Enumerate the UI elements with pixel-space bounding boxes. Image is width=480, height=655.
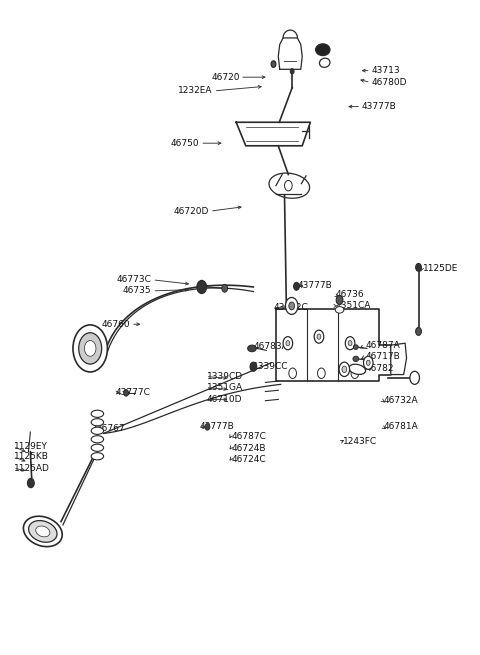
Text: 46750: 46750 <box>171 139 199 147</box>
Text: 46717B: 46717B <box>365 352 400 362</box>
Text: 46735: 46735 <box>123 286 152 295</box>
Ellipse shape <box>91 444 104 451</box>
Polygon shape <box>276 309 391 381</box>
Text: 43777B: 43777B <box>362 102 397 111</box>
Ellipse shape <box>29 521 57 542</box>
Ellipse shape <box>91 419 104 426</box>
Polygon shape <box>236 122 311 146</box>
Ellipse shape <box>353 356 359 362</box>
Ellipse shape <box>36 526 50 537</box>
Circle shape <box>318 368 325 379</box>
Text: 46783A: 46783A <box>253 342 288 351</box>
Text: 46773C: 46773C <box>117 275 152 284</box>
Circle shape <box>197 280 206 293</box>
Text: 43777C: 43777C <box>116 388 150 398</box>
Circle shape <box>84 341 96 356</box>
Circle shape <box>363 356 373 369</box>
Circle shape <box>289 302 295 310</box>
Text: 1243FC: 1243FC <box>343 437 377 446</box>
Circle shape <box>410 371 420 384</box>
Circle shape <box>416 263 421 271</box>
Text: 46760: 46760 <box>101 320 130 329</box>
Circle shape <box>285 180 292 191</box>
Text: 43777B: 43777B <box>298 280 332 290</box>
Ellipse shape <box>353 345 358 349</box>
Text: 1339CC: 1339CC <box>253 362 289 371</box>
Circle shape <box>286 341 290 346</box>
Circle shape <box>222 284 228 292</box>
Text: 46782: 46782 <box>365 364 394 373</box>
Text: 46736: 46736 <box>336 290 364 299</box>
Text: 46787C: 46787C <box>231 432 266 441</box>
Circle shape <box>348 341 352 346</box>
Text: 1125AD: 1125AD <box>14 464 50 472</box>
Circle shape <box>345 337 355 350</box>
Text: 1339CD: 1339CD <box>206 372 242 381</box>
Text: 1351GA: 1351GA <box>206 383 242 392</box>
Circle shape <box>79 333 102 364</box>
Circle shape <box>336 295 343 305</box>
Text: 1125DE: 1125DE <box>423 264 458 273</box>
Circle shape <box>342 366 347 373</box>
Ellipse shape <box>91 453 104 460</box>
Polygon shape <box>391 343 407 375</box>
Ellipse shape <box>91 427 104 434</box>
Text: 43732C: 43732C <box>274 303 308 312</box>
Ellipse shape <box>335 307 344 313</box>
Ellipse shape <box>24 516 62 547</box>
Polygon shape <box>278 38 302 69</box>
Text: 46732A: 46732A <box>384 396 418 405</box>
Text: 46767: 46767 <box>96 424 125 434</box>
Text: 1351CA: 1351CA <box>336 301 371 310</box>
Text: 43777B: 43777B <box>199 422 234 432</box>
Circle shape <box>250 362 257 371</box>
Circle shape <box>286 297 298 314</box>
Ellipse shape <box>316 44 330 56</box>
Circle shape <box>314 330 324 343</box>
Circle shape <box>416 328 421 335</box>
Circle shape <box>289 368 297 379</box>
Text: 1129EY: 1129EY <box>14 442 48 451</box>
Text: 1125KB: 1125KB <box>14 453 49 461</box>
Text: 46724C: 46724C <box>231 455 266 464</box>
Text: 46780D: 46780D <box>372 78 407 87</box>
Circle shape <box>351 368 359 379</box>
Circle shape <box>317 334 321 339</box>
Ellipse shape <box>91 410 104 417</box>
Circle shape <box>290 69 294 74</box>
Ellipse shape <box>269 173 310 198</box>
Text: 46781A: 46781A <box>384 422 419 432</box>
Circle shape <box>271 61 276 67</box>
Text: 46724B: 46724B <box>231 444 266 453</box>
Ellipse shape <box>349 364 366 375</box>
Circle shape <box>339 362 349 377</box>
Text: 46710D: 46710D <box>206 395 242 404</box>
Circle shape <box>366 360 370 365</box>
Text: 43713: 43713 <box>372 66 400 75</box>
Ellipse shape <box>91 436 104 443</box>
Circle shape <box>124 390 129 396</box>
Circle shape <box>294 282 300 290</box>
Ellipse shape <box>320 58 330 67</box>
Text: 46787A: 46787A <box>365 341 400 350</box>
Text: 46720D: 46720D <box>173 207 209 215</box>
Circle shape <box>27 479 34 487</box>
Circle shape <box>73 325 108 372</box>
Text: 1232EA: 1232EA <box>178 86 212 96</box>
Circle shape <box>283 337 293 350</box>
Text: 46720: 46720 <box>212 73 240 82</box>
Circle shape <box>205 424 210 430</box>
Ellipse shape <box>248 345 256 352</box>
